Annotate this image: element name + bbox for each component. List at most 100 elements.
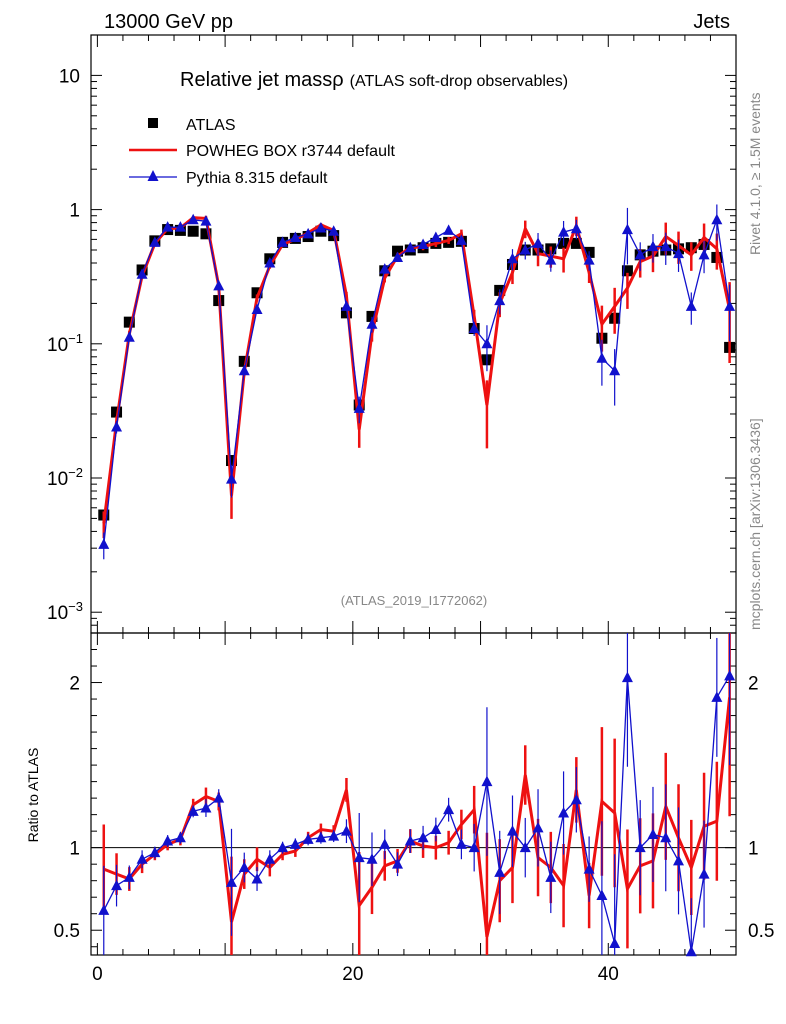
series-pythia-main-point [621, 223, 633, 235]
x-tick-label: 40 [598, 964, 619, 985]
ratio-y-tick-label-left: 2 [69, 674, 80, 695]
series-pythia-ratio-point [506, 825, 518, 836]
main-y-tick-label: 10−1 [47, 331, 83, 356]
series-pythia-main-point [647, 240, 659, 252]
series-pythia-ratio-point [455, 838, 467, 849]
rivet-label: Rivet 4.1.0, ≥ 1.5M events [747, 92, 763, 255]
series-pythia-main-point [532, 237, 544, 248]
series-pythia-main-point [673, 247, 685, 259]
series-pythia-main-point [609, 364, 621, 376]
series-pythia-main-point [660, 240, 672, 252]
series-pythia-ratio-line [103, 675, 731, 952]
series-pythia-ratio-point [277, 841, 289, 853]
header-left: 13000 GeV pp [104, 11, 233, 33]
main-y-tick-label: 10 [59, 66, 80, 87]
atlas-point [187, 225, 199, 237]
series-pythia-main-point [634, 248, 646, 260]
series-pythia-ratio-point [340, 825, 352, 836]
atlas-point [366, 310, 378, 322]
series-pythia-main-point [225, 473, 237, 484]
series-pythia-ratio-point [609, 937, 621, 948]
series-pythia-ratio-point [225, 876, 237, 887]
mcplots-label: mcplots.cern.ch [arXiv:1306.3436] [747, 418, 763, 630]
series-pythia-ratio-point [174, 831, 186, 843]
series-pythia-ratio-point [149, 846, 161, 858]
series-pythia-main-point [238, 364, 250, 376]
series-pythia-ratio-point [468, 841, 480, 853]
series-pythia-main-point [392, 251, 404, 262]
series-pythia-main-point [481, 337, 493, 349]
legend: ATLAS POWHEG BOX r3744 default Pythia 8.… [129, 117, 396, 187]
series-pythia-main-point [417, 238, 429, 249]
series-pythia-main-point [443, 224, 455, 235]
legend-pythia-label: Pythia 8.315 default [186, 170, 328, 187]
atlas-point [340, 307, 352, 319]
series-pythia-ratio-point [289, 838, 301, 849]
ratio-y-tick-label-right: 0.5 [748, 921, 774, 942]
series-pythia-ratio-point [634, 841, 646, 853]
series-pythia-main-point [685, 300, 697, 311]
analysis-watermark: (ATLAS_2019_I1772062) [341, 593, 487, 608]
chart-title: Relative jet massρ (ATLAS soft-drop obser… [180, 69, 568, 91]
chart-subtitle: (ATLAS soft-drop observables) [350, 73, 568, 90]
series-pythia-main-point [545, 254, 557, 265]
series-pythia-main-point [340, 300, 352, 311]
series-pythia-ratio-point [698, 868, 710, 879]
series-layer [98, 204, 736, 957]
series-pythia-ratio-point [724, 669, 736, 681]
atlas-point [570, 237, 582, 249]
series-pythia-ratio-point [366, 853, 378, 864]
atlas-point [251, 287, 263, 299]
series-pythia-ratio-point [417, 831, 429, 843]
series-pythia-ratio-point [494, 866, 506, 877]
series-pythia-main-point [455, 234, 467, 245]
series-pythia-main-point [366, 318, 378, 329]
series-pythia-ratio-point [519, 841, 531, 853]
series-pythia-main-point [494, 294, 506, 306]
series-pythia-ratio-point [302, 833, 314, 844]
series-pythia-ratio-point [111, 879, 123, 891]
atlas-point [225, 455, 237, 467]
ratio-ylabel: Ratio to ATLAS [25, 748, 41, 843]
series-pythia-ratio-point [673, 854, 685, 866]
chart-title-symbol: ρ [332, 69, 343, 91]
series-pythia-ratio-point [647, 828, 659, 839]
series-pythia-ratio-point [162, 835, 174, 846]
series-pythia-main-point [277, 236, 289, 247]
series-pythia-main-point [187, 213, 199, 225]
series-pythia-main-point [596, 352, 608, 363]
series-pythia-ratio-point [238, 861, 250, 872]
series-pythia-ratio-point [443, 803, 455, 815]
series-pythia-ratio-point [251, 873, 263, 884]
series-pythia-ratio-point [532, 821, 544, 833]
main-y-tick-label: 10−3 [47, 599, 83, 624]
series-pythia-main-point [162, 221, 174, 232]
header-right: Jets [693, 11, 730, 33]
series-pythia-main-point [251, 303, 263, 315]
series-pythia-main-point [264, 257, 276, 268]
series-pythia-main-point [404, 241, 416, 253]
series-pythia-main-point [213, 279, 225, 291]
legend-pythia-marker [147, 170, 159, 181]
series-pythia-ratio-point [315, 831, 327, 843]
legend-atlas-marker [148, 118, 158, 128]
ratio-y-tick-label-right: 2 [748, 674, 759, 695]
x-tick-label: 20 [342, 964, 363, 985]
series-pythia-ratio-point [187, 805, 199, 816]
series-pythia-main-point [468, 322, 480, 334]
main-y-tick-label: 10−2 [47, 465, 83, 490]
series-pythia-ratio-point [583, 863, 595, 874]
series-pythia-ratio-point [123, 871, 135, 882]
series-pythia-main-point [200, 215, 212, 226]
series-pythia-main-point [149, 236, 161, 247]
series-pythia-main-point [289, 231, 301, 242]
series-pythia-main-point [519, 244, 531, 255]
series-pythia-main-point [123, 331, 135, 342]
series-pythia-main-point [506, 252, 518, 264]
series-pythia-ratio-point [621, 671, 633, 683]
series-pythia-main-point [430, 231, 442, 242]
atlas-point [123, 316, 135, 328]
series-pythia-ratio-point [685, 945, 697, 957]
series-pythia-main-point [711, 213, 723, 225]
series-pythia-ratio-point [328, 830, 340, 841]
